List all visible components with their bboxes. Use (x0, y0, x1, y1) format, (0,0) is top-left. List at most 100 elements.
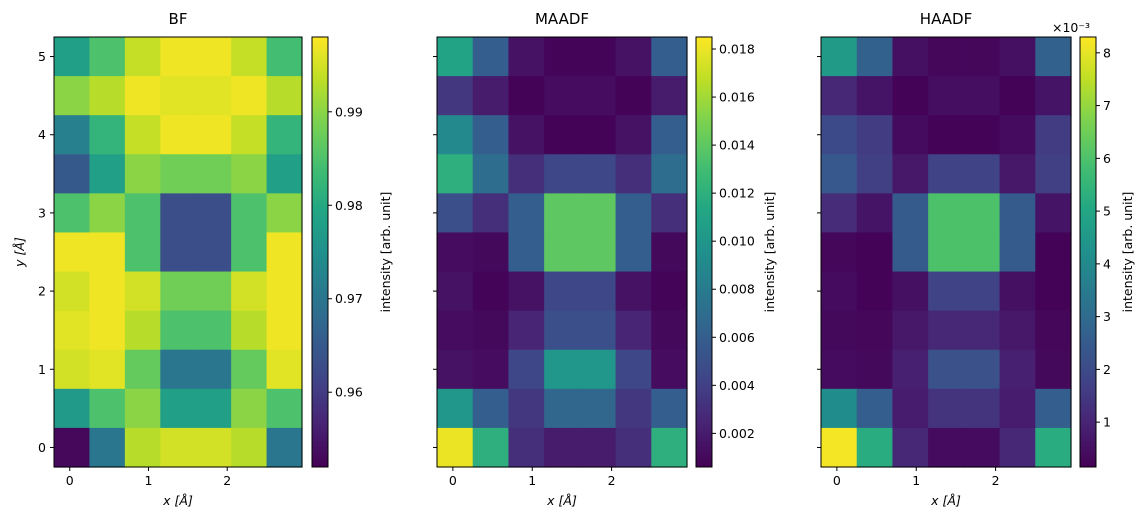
heatmap-cell (856, 115, 894, 155)
heatmap-cell (892, 154, 929, 194)
heatmap-cell (508, 37, 545, 77)
heatmap-cell (160, 427, 197, 468)
heatmap-cell (266, 388, 303, 429)
colorbar-label: intensity [arb. unit] (762, 192, 777, 313)
heatmap-cell (508, 193, 545, 234)
chart-title: HAADF (920, 10, 972, 28)
heatmap-cell (472, 76, 510, 116)
heatmap-cell (963, 310, 1001, 351)
colorbar-tick-label: 4 (1103, 256, 1111, 271)
heatmap-cell (999, 271, 1036, 312)
colorbar-tick-label: 0.018 (719, 42, 755, 57)
heatmap-cells (437, 37, 688, 468)
heatmap-cell (579, 310, 617, 351)
heatmap-cell (231, 388, 268, 429)
heatmap-cell (615, 154, 652, 194)
heatmap-cell (508, 115, 545, 155)
heatmap-cell (615, 388, 652, 429)
heatmap-cell (999, 154, 1036, 194)
heatmap-cell (124, 388, 161, 429)
heatmap-cell (651, 427, 688, 468)
heatmap-cell (437, 193, 474, 234)
heatmap-cell (999, 37, 1036, 77)
heatmap-cell (579, 349, 617, 390)
heatmap-cell (266, 37, 303, 77)
heatmap-cell (89, 232, 126, 273)
heatmap-cell (195, 154, 232, 194)
colorbar-exponent: ×10⁻³ (1052, 20, 1090, 35)
heatmap-cell (160, 76, 197, 116)
heatmap-panel-2: HAADF 0 1 2 x [Å] 1 2 3 4 5 6 7 8 intensity [arb. uni… (817, 10, 1135, 508)
heatmap-cell (821, 193, 858, 234)
heatmap-cell (160, 271, 197, 312)
heatmap-cell (963, 271, 1001, 312)
heatmap-cell (999, 388, 1036, 429)
heatmap-cell (821, 349, 858, 390)
heatmap-cell (856, 76, 894, 116)
heatmap-cell (1035, 193, 1072, 234)
heatmap-cell (821, 310, 858, 351)
colorbar-tick-label: 0.96 (335, 385, 363, 400)
heatmap-cell (1035, 271, 1072, 312)
heatmap-cell (54, 427, 91, 468)
heatmap-cell (651, 76, 688, 116)
x-tick-label: 1 (144, 473, 152, 488)
heatmap-cell (1035, 310, 1072, 351)
heatmap-cell (928, 154, 965, 194)
heatmap-cell (437, 154, 474, 194)
heatmap-cell (963, 193, 1001, 234)
heatmap-cell (195, 232, 232, 273)
heatmap-cell (892, 427, 929, 468)
heatmap-cell (160, 115, 197, 155)
heatmap-cell (544, 76, 581, 116)
heatmap-cell (231, 232, 268, 273)
x-tick-label: 0 (66, 473, 74, 488)
heatmap-cell (999, 115, 1036, 155)
heatmap-cell (195, 76, 232, 116)
heatmap-cell (54, 76, 91, 116)
heatmap-cell (54, 115, 91, 155)
heatmap-cell (54, 37, 91, 77)
heatmap-cell (615, 76, 652, 116)
heatmap-cell (89, 427, 126, 468)
heatmap-cell (579, 427, 617, 468)
heatmap-cell (508, 388, 545, 429)
heatmap-cell (579, 193, 617, 234)
colorbar-tick-label: 0.002 (719, 426, 755, 441)
heatmap-cell (89, 115, 126, 155)
chart-title: MAADF (535, 10, 589, 28)
colorbar-tick-label: 8 (1103, 45, 1111, 60)
heatmap-cell (963, 349, 1001, 390)
heatmap-cell (437, 427, 474, 468)
heatmap-cell (231, 154, 268, 194)
heatmap-cell (1035, 349, 1072, 390)
heatmap-cell (266, 193, 303, 234)
heatmap-cells (821, 37, 1072, 468)
heatmap-cell (54, 154, 91, 194)
heatmap-cell (124, 154, 161, 194)
heatmap-cell (231, 115, 268, 155)
colorbar (311, 36, 329, 468)
x-tick-label: 0 (449, 473, 457, 488)
heatmap-cell (615, 115, 652, 155)
heatmap-cell (437, 349, 474, 390)
axes-frame (53, 36, 303, 468)
heatmap-cell (54, 271, 91, 312)
heatmap-cell (651, 232, 688, 273)
heatmap-cell (508, 76, 545, 116)
y-tick-label: 4 (38, 127, 46, 142)
heatmap-cell (124, 427, 161, 468)
heatmap-cell (892, 349, 929, 390)
colorbar-label: intensity [arb. unit] (1120, 192, 1135, 313)
heatmap-cell (963, 232, 1001, 273)
heatmap-cell (266, 271, 303, 312)
heatmap-cell (928, 115, 965, 155)
heatmap-cell (651, 37, 688, 77)
heatmap-cell (54, 193, 91, 234)
heatmap-cell (1035, 154, 1072, 194)
heatmap-cell (266, 115, 303, 155)
heatmap-cell (508, 232, 545, 273)
heatmap-cell (892, 388, 929, 429)
heatmap-cell (472, 427, 510, 468)
